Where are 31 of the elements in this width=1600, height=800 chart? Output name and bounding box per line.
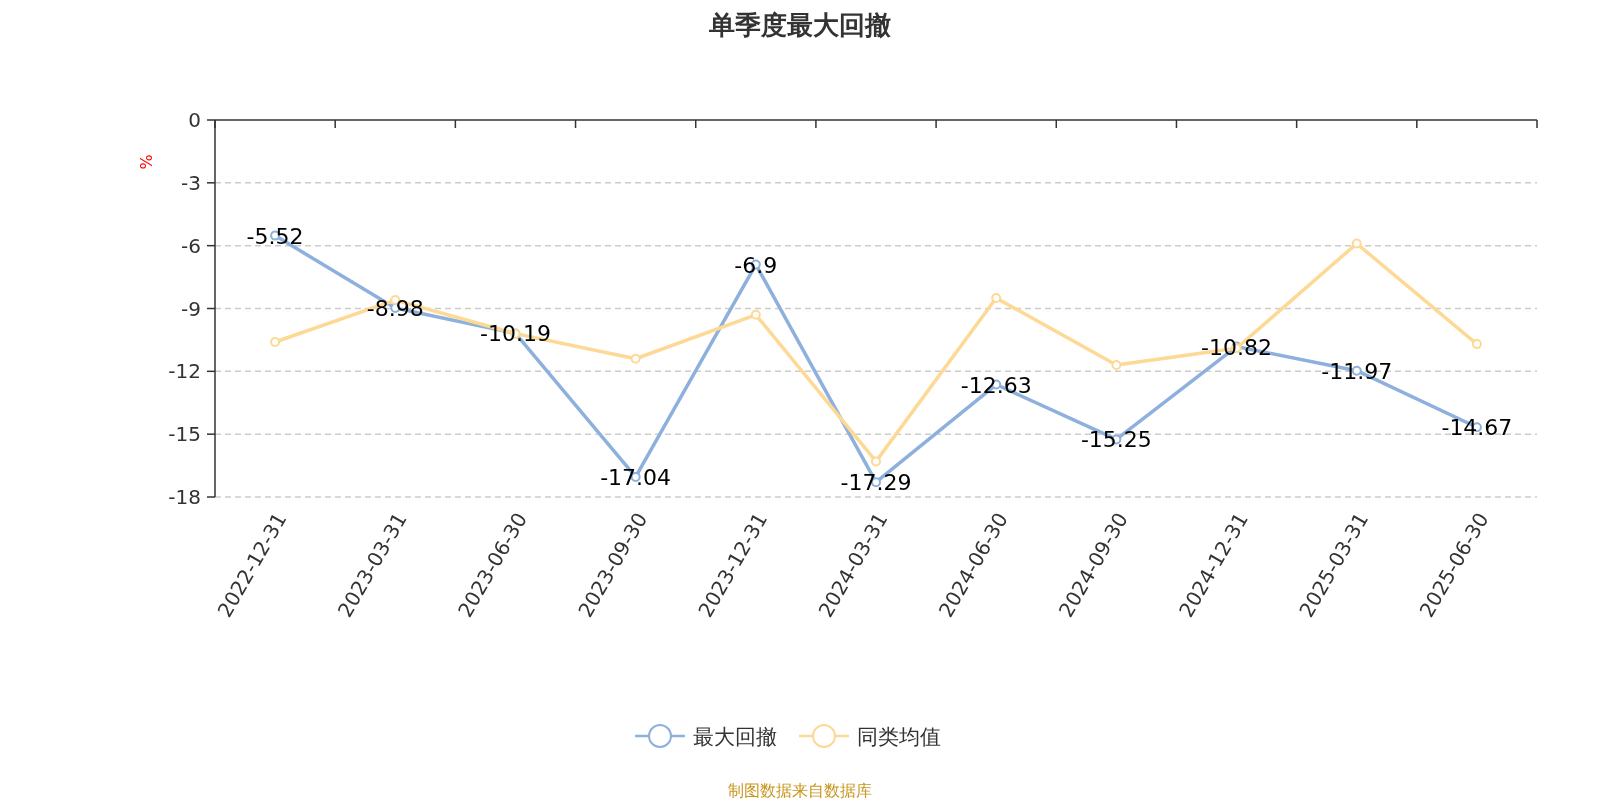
y-tick-label: -9 — [181, 296, 201, 321]
data-label: -8.98 — [366, 296, 424, 322]
y-tick-label: -15 — [168, 422, 201, 447]
text: 制图数据来自数据库 — [728, 781, 872, 800]
y-tick-label: -12 — [168, 359, 201, 384]
chart-title: 单季度最大回撤 — [708, 10, 891, 40]
legend-label: 最大回撤 — [693, 725, 777, 749]
y-tick-label: -18 — [168, 485, 201, 509]
y-tick-label: -3 — [181, 170, 201, 195]
data-label: -10.19 — [479, 321, 551, 347]
point — [871, 456, 881, 467]
data-label: -12.63 — [960, 372, 1032, 398]
y-axis-title: % — [137, 154, 156, 170]
data-label: -6.9 — [734, 252, 778, 278]
data-label: -15.25 — [1080, 427, 1152, 453]
data-label: -17.29 — [840, 470, 912, 496]
data-label: -14.67 — [1441, 415, 1513, 441]
data-label: -5.52 — [246, 223, 304, 249]
point — [750, 309, 761, 320]
point — [1111, 360, 1122, 371]
point — [991, 293, 1002, 304]
data-label: -17.04 — [600, 464, 672, 490]
data-label: -10.82 — [1201, 334, 1273, 360]
legend-label: 同类均值 — [857, 725, 941, 749]
point — [270, 337, 281, 348]
point — [1471, 339, 1482, 350]
point — [1351, 238, 1362, 249]
y-tick-label: 0 — [188, 108, 201, 132]
data-label: -11.97 — [1321, 358, 1393, 384]
y-tick-label: -6 — [181, 233, 201, 258]
point — [630, 353, 641, 364]
